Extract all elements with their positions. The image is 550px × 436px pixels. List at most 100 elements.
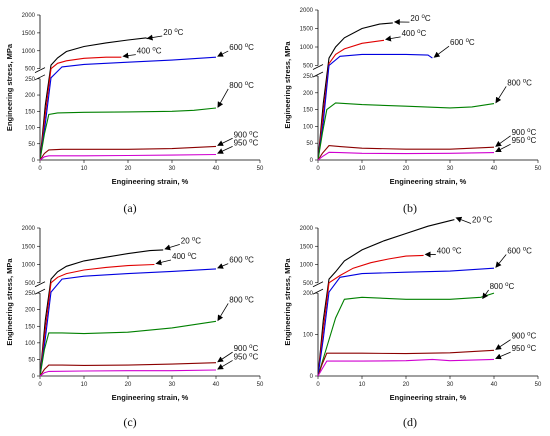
series-label: 800 oC — [229, 81, 254, 90]
series-label: 900 oC — [234, 344, 259, 353]
series-label: 600 oC — [507, 247, 532, 256]
y-tick-label: 100 — [25, 341, 36, 347]
x-tick-label: 0 — [316, 166, 320, 172]
y-tick-label: 200 — [25, 308, 36, 314]
axis-break-mark — [312, 64, 324, 70]
series-line-20C — [39, 249, 164, 377]
series-label: 900 oC — [234, 130, 259, 139]
y-tick-label: 150 — [303, 108, 314, 114]
series-line-900C — [317, 349, 495, 377]
panel-label: (c) — [123, 415, 136, 429]
x-tick-label: 10 — [81, 166, 88, 172]
series-line-20C — [317, 22, 393, 161]
label-arrow — [495, 135, 511, 147]
y-tick-label: 100 — [303, 124, 314, 130]
x-axis-label: Engineering strain, % — [390, 393, 467, 402]
panel-a: 0 10 20 30 40 50 500 1000 1500 2000 0 50 100 150 200 25… — [5, 13, 264, 215]
series-line-600C — [39, 268, 217, 377]
panel-b: 0 10 20 30 40 50 500 1000 1500 2000 0 50 100 150 200 25… — [283, 8, 542, 215]
x-tick-label: 40 — [491, 382, 498, 388]
y-tick-label: 50 — [306, 141, 313, 147]
label-arrow — [146, 34, 163, 41]
series-line-900C — [317, 145, 495, 161]
x-tick-label: 0 — [38, 382, 42, 388]
axis-break-mark — [312, 288, 324, 295]
y-tick-label: 0 — [310, 374, 314, 380]
panel-d: 0 10 20 30 40 50 500 1000 1500 2000 0 100 200 Enginee… — [283, 216, 542, 429]
label-arrow — [155, 259, 172, 266]
y-tick-label: 1000 — [300, 263, 314, 269]
series-line-600C — [39, 56, 217, 161]
y-tick-label: 2000 — [22, 226, 36, 232]
x-tick-label: 20 — [403, 382, 410, 388]
series-line-950C — [39, 369, 217, 377]
y-tick-label: 1500 — [300, 27, 314, 33]
series-line-800C — [317, 102, 495, 161]
label-arrow — [217, 137, 233, 146]
panel-label: (d) — [403, 415, 417, 429]
label-arrow — [495, 254, 507, 268]
y-axis-label: Engineering stress, MPa — [283, 258, 292, 346]
y-tick-label: 500 — [303, 64, 314, 70]
label-arrow — [217, 303, 229, 322]
series-label: 20 oC — [472, 216, 492, 225]
series-label: 400 oC — [402, 29, 427, 38]
series-line-400C — [39, 56, 122, 161]
label-arrow — [495, 143, 511, 153]
series-line-400C — [39, 263, 155, 377]
x-tick-label: 40 — [213, 166, 220, 172]
label-arrow — [217, 146, 233, 154]
y-tick-label: 150 — [25, 109, 36, 115]
y-tick-label: 50 — [28, 142, 35, 148]
label-arrow — [217, 88, 229, 108]
x-tick-label: 50 — [257, 382, 264, 388]
x-tick-label: 10 — [359, 166, 366, 172]
y-tick-label: 200 — [25, 93, 36, 99]
y-tick-label: 250 — [25, 77, 36, 83]
y-tick-label: 1500 — [22, 31, 36, 37]
series-line-400C — [317, 39, 385, 161]
y-tick-label: 200 — [303, 291, 314, 297]
series-label: 950 oC — [512, 136, 537, 145]
label-arrow — [495, 351, 511, 360]
x-tick-label: 50 — [535, 382, 542, 388]
series-label: 600 oC — [229, 43, 254, 52]
series-label: 900 oC — [512, 332, 537, 341]
x-tick-label: 30 — [447, 166, 454, 172]
x-tick-label: 0 — [316, 382, 320, 388]
label-arrow — [495, 86, 507, 104]
y-axis-label: Engineering stress, MPa — [283, 41, 292, 129]
label-arrow — [433, 45, 450, 58]
y-tick-label: 50 — [28, 357, 35, 363]
y-tick-label: 500 — [303, 281, 314, 287]
label-arrow — [164, 243, 180, 251]
series-label: 400 oC — [137, 47, 162, 56]
series-line-20C — [39, 37, 151, 161]
panel-label: (a) — [123, 201, 136, 215]
panel-c: 0 10 20 30 40 50 500 1000 1500 2000 0 50 100 150 200 25… — [5, 226, 264, 429]
series-label: 20 oC — [410, 14, 430, 23]
label-arrow — [217, 50, 229, 57]
y-tick-label: 500 — [25, 281, 36, 287]
y-tick-label: 0 — [32, 374, 36, 380]
series-label: 950 oC — [512, 344, 537, 353]
series-line-20C — [317, 219, 455, 377]
x-tick-label: 30 — [169, 382, 176, 388]
y-tick-label: 1000 — [22, 263, 36, 269]
y-tick-label: 500 — [25, 67, 36, 73]
series-line-800C — [317, 292, 495, 377]
series-line-800C — [39, 107, 217, 161]
axis-break-mark — [312, 281, 324, 288]
y-tick-label: 1500 — [300, 244, 314, 250]
series-label: 950 oC — [234, 138, 259, 147]
y-tick-label: 2000 — [300, 8, 314, 14]
x-tick-label: 30 — [169, 166, 176, 172]
label-arrow — [217, 351, 233, 363]
series-line-600C — [317, 267, 495, 377]
label-arrow — [495, 339, 511, 350]
x-tick-label: 20 — [125, 382, 132, 388]
label-arrow — [122, 52, 136, 59]
y-tick-label: 2000 — [300, 226, 314, 232]
y-tick-label: 0 — [32, 158, 36, 164]
